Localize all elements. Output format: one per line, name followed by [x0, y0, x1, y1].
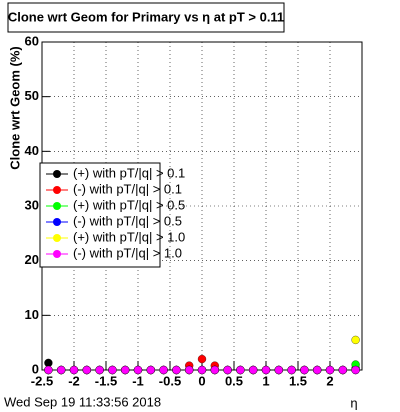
- marker: [249, 365, 258, 375]
- marker: [261, 365, 271, 375]
- marker: [57, 365, 66, 375]
- x-tick-label: -2: [68, 373, 80, 388]
- y-tick-label: 0: [32, 361, 39, 376]
- footer: Wed Sep 19 11:33:56 2018: [4, 394, 161, 409]
- x-axis-label: η: [350, 395, 357, 410]
- legend-label: (+) with pT/|q| > 1.0: [73, 229, 185, 244]
- marker: [351, 335, 360, 345]
- marker: [159, 365, 168, 375]
- legend-marker: [53, 202, 61, 210]
- x-tick-label: -0.5: [159, 373, 181, 388]
- marker: [172, 365, 181, 375]
- y-tick-label: 20: [25, 252, 39, 267]
- marker: [325, 365, 335, 375]
- marker: [146, 365, 155, 375]
- x-tick-label: 1: [262, 373, 269, 388]
- marker: [108, 365, 117, 375]
- x-tick-label: -2.5: [31, 373, 53, 388]
- legend-marker: [53, 170, 61, 178]
- marker: [300, 365, 309, 375]
- marker: [351, 365, 360, 375]
- x-tick-label: 0.5: [225, 373, 243, 388]
- marker: [197, 354, 207, 364]
- legend-marker: [53, 186, 61, 194]
- marker: [236, 365, 245, 375]
- y-tick-label: 60: [25, 33, 39, 48]
- y-axis-label: Clone wrt Geom (%): [7, 46, 22, 170]
- marker: [82, 365, 91, 375]
- chart-title: Clone wrt Geom for Primary vs η at pT > …: [8, 9, 284, 24]
- x-tick-label: 1.5: [289, 373, 307, 388]
- y-tick-label: 30: [25, 197, 39, 212]
- y-tick-label: 10: [25, 307, 39, 322]
- x-tick-label: -1: [132, 373, 144, 388]
- marker: [313, 365, 322, 375]
- legend-marker: [53, 250, 61, 258]
- legend-label: (-) with pT/|q| > 0.1: [73, 181, 182, 196]
- marker: [210, 365, 219, 375]
- marker: [223, 365, 232, 375]
- title-box: [7, 2, 285, 33]
- legend-box: [39, 162, 161, 268]
- x-tick-label: 0: [198, 373, 205, 388]
- marker: [197, 365, 207, 375]
- marker: [44, 365, 53, 375]
- marker: [121, 365, 130, 375]
- legend-label: (+) with pT/|q| > 0.5: [73, 197, 185, 212]
- x-tick-label: 2: [326, 373, 333, 388]
- legend-marker: [53, 218, 61, 226]
- legend-label: (-) with pT/|q| > 1.0: [73, 245, 182, 260]
- marker: [338, 365, 347, 375]
- legend-label: (-) with pT/|q| > 0.5: [73, 213, 182, 228]
- legend-label: (+) with pT/|q| > 0.1: [73, 165, 185, 180]
- y-tick-label: 40: [25, 143, 39, 158]
- marker: [274, 365, 283, 375]
- marker: [287, 365, 296, 375]
- x-tick-label: -1.5: [95, 373, 117, 388]
- marker: [95, 365, 104, 375]
- marker: [69, 365, 79, 375]
- marker: [133, 365, 143, 375]
- marker: [44, 358, 53, 368]
- y-tick-label: 50: [25, 88, 39, 103]
- marker: [185, 365, 194, 375]
- legend-marker: [53, 234, 61, 242]
